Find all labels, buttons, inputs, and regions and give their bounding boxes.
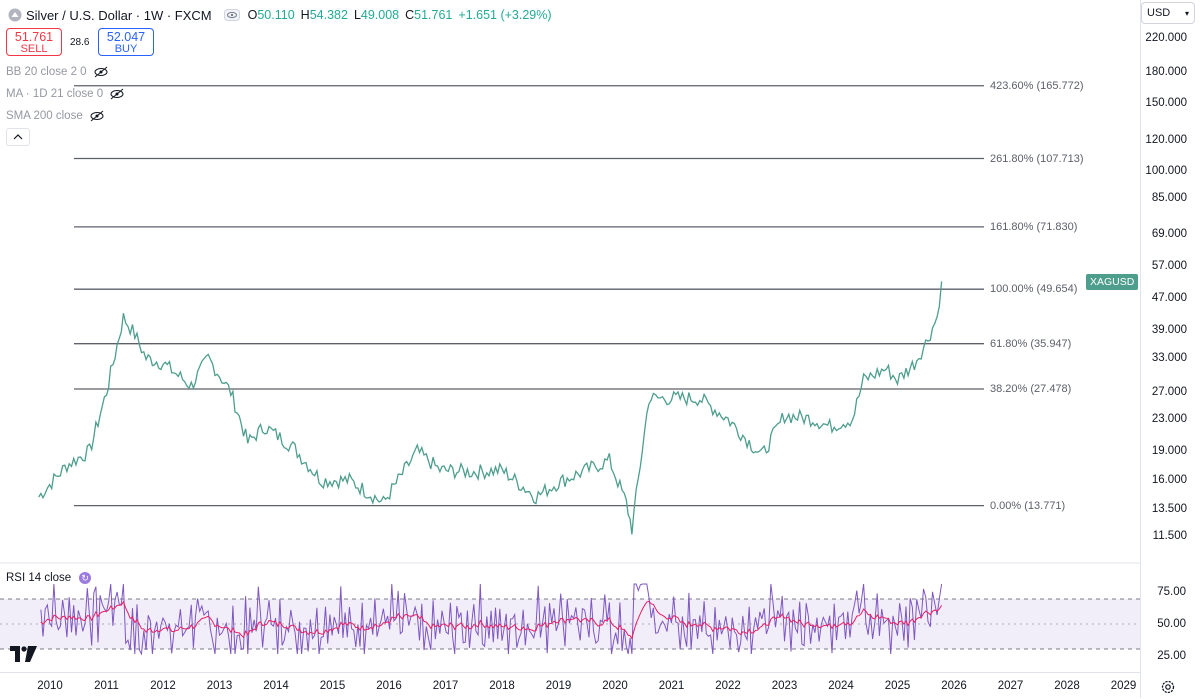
price-tick-label: 69.000 bbox=[1151, 227, 1187, 240]
indicator-bb[interactable]: BB 20 close 2 0 bbox=[6, 66, 109, 78]
ohlc-high: H54.382 bbox=[300, 8, 348, 22]
sell-price: 51.761 bbox=[14, 30, 54, 44]
time-axis[interactable] bbox=[0, 672, 1140, 699]
rsi-refresh-icon[interactable]: ↻ bbox=[79, 572, 92, 584]
ohlc-low: L49.008 bbox=[353, 8, 400, 22]
eye-hidden-icon[interactable] bbox=[93, 66, 109, 78]
year-tick-label: 2014 bbox=[263, 680, 289, 692]
year-tick-label: 2017 bbox=[432, 680, 459, 692]
fib-level-label: 261.80% (107.713) bbox=[990, 152, 1084, 165]
rsi-series bbox=[40, 583, 943, 656]
year-tick-label: 2019 bbox=[545, 680, 572, 692]
year-tick-label: 2016 bbox=[376, 680, 402, 692]
year-tick-label: 2022 bbox=[715, 680, 741, 692]
eye-icon[interactable] bbox=[223, 9, 240, 21]
chart-header: Silver / U.S. Dollar · 1W · FXCM O50.110… bbox=[8, 6, 552, 24]
price-tick-label: 57.000 bbox=[1151, 259, 1187, 272]
eye-hidden-icon[interactable] bbox=[89, 110, 105, 122]
price-tick-label: 150.000 bbox=[1145, 96, 1187, 109]
price-tick-label: 27.000 bbox=[1151, 385, 1187, 398]
price-tick-label: 11.500 bbox=[1152, 530, 1187, 542]
year-tick-label: 2018 bbox=[489, 680, 515, 692]
year-tick-label: 2024 bbox=[828, 680, 854, 692]
price-tick-label: 180.000 bbox=[1145, 65, 1187, 78]
year-tick-label: 2029 bbox=[1110, 680, 1137, 692]
year-tick-label: 2011 bbox=[94, 680, 119, 692]
spread-value: 28.6 bbox=[70, 37, 90, 48]
fib-level-label: 0.00% (13.771) bbox=[990, 499, 1066, 512]
price-tick-label: 100.000 bbox=[1145, 165, 1187, 178]
year-tick-label: 2012 bbox=[150, 680, 176, 692]
fib-level-label: 100.00% (49.654) bbox=[990, 283, 1078, 296]
year-tick-label: 2027 bbox=[997, 680, 1024, 692]
price-chart[interactable] bbox=[0, 0, 1140, 672]
ohlc-open: O50.110 bbox=[247, 8, 295, 22]
tradingview-logo-icon[interactable] bbox=[10, 646, 38, 662]
year-tick-label: 2010 bbox=[37, 680, 63, 692]
indicator-sma[interactable]: SMA 200 close bbox=[6, 110, 105, 122]
price-tick-label: 13.500 bbox=[1151, 502, 1187, 515]
currency-label: USD bbox=[1147, 7, 1171, 19]
indicator-sma-label: SMA 200 close bbox=[6, 110, 83, 122]
buy-button[interactable]: 52.047 BUY bbox=[98, 28, 154, 56]
year-tick-label: 2013 bbox=[206, 680, 233, 692]
indicator-bb-label: BB 20 close 2 0 bbox=[6, 66, 87, 78]
sell-button[interactable]: 51.761 SELL bbox=[6, 28, 62, 56]
year-tick-label: 2020 bbox=[602, 680, 628, 692]
fib-level-label: 61.80% (35.947) bbox=[990, 337, 1072, 350]
chevron-up-icon bbox=[13, 134, 23, 140]
sell-label: SELL bbox=[20, 43, 48, 55]
indicator-ma-label: MA · 1D 21 close 0 bbox=[6, 88, 104, 100]
price-line bbox=[38, 281, 943, 535]
symbol-price-tag: XAGUSD bbox=[1086, 274, 1139, 290]
settings-gear-icon[interactable] bbox=[1160, 679, 1176, 695]
year-tick-label: 2021 bbox=[658, 680, 685, 692]
eye-hidden-icon[interactable] bbox=[109, 88, 125, 100]
fib-lines bbox=[74, 85, 984, 507]
ohlc-close: C51.761 bbox=[405, 8, 453, 22]
price-tick-label: 220.000 bbox=[1145, 32, 1187, 44]
year-tick-label: 2028 bbox=[1054, 680, 1080, 692]
year-tick-label: 2023 bbox=[771, 680, 798, 692]
buy-price: 52.047 bbox=[106, 30, 146, 44]
rsi-legend[interactable]: RSI 14 close ↻ bbox=[6, 572, 92, 584]
chevron-down-icon: ▾ bbox=[1184, 8, 1189, 18]
year-tick-label: 2026 bbox=[941, 680, 967, 692]
rsi-tick-label: 75.00 bbox=[1157, 586, 1186, 598]
rsi-ma-line bbox=[40, 600, 943, 640]
price-tick-label: 85.000 bbox=[1151, 192, 1187, 205]
rsi-line bbox=[40, 583, 943, 656]
buy-label: BUY bbox=[114, 43, 138, 55]
symbol-title[interactable]: Silver / U.S. Dollar · 1W · FXCM bbox=[26, 7, 212, 23]
price-tick-label: 23.000 bbox=[1151, 413, 1187, 426]
year-tick-label: 2015 bbox=[319, 680, 346, 692]
price-series bbox=[38, 281, 943, 535]
price-tick-label: 33.000 bbox=[1151, 352, 1187, 365]
collapse-legend-button[interactable] bbox=[6, 128, 30, 146]
rsi-tick-label: 25.00 bbox=[1157, 650, 1186, 662]
year-tick-label: 2025 bbox=[884, 680, 911, 692]
price-tick-label: 47.000 bbox=[1151, 292, 1187, 305]
price-tick-label: 19.000 bbox=[1151, 445, 1187, 458]
indicator-ma[interactable]: MA · 1D 21 close 0 bbox=[6, 88, 125, 100]
rsi-title: RSI 14 close bbox=[6, 572, 72, 584]
price-change: +1.651 (+3.29%) bbox=[458, 8, 552, 22]
fib-level-label: 161.80% (71.830) bbox=[990, 220, 1078, 233]
price-tick-label: 120.000 bbox=[1145, 134, 1187, 147]
price-tick-label: 16.000 bbox=[1151, 474, 1187, 487]
silver-symbol-icon bbox=[8, 8, 22, 22]
fib-level-label: 423.60% (165.772) bbox=[990, 79, 1084, 92]
price-axis[interactable]: 220.000 180.000 150.000 120.000 100.000 85.00… bbox=[1140, 0, 1200, 698]
price-tick-label: 39.000 bbox=[1151, 323, 1187, 336]
rsi-tick-label: 50.00 bbox=[1157, 618, 1186, 630]
currency-select[interactable]: USD ▾ bbox=[1141, 2, 1195, 24]
fib-level-label: 38.20% (27.478) bbox=[990, 383, 1072, 396]
